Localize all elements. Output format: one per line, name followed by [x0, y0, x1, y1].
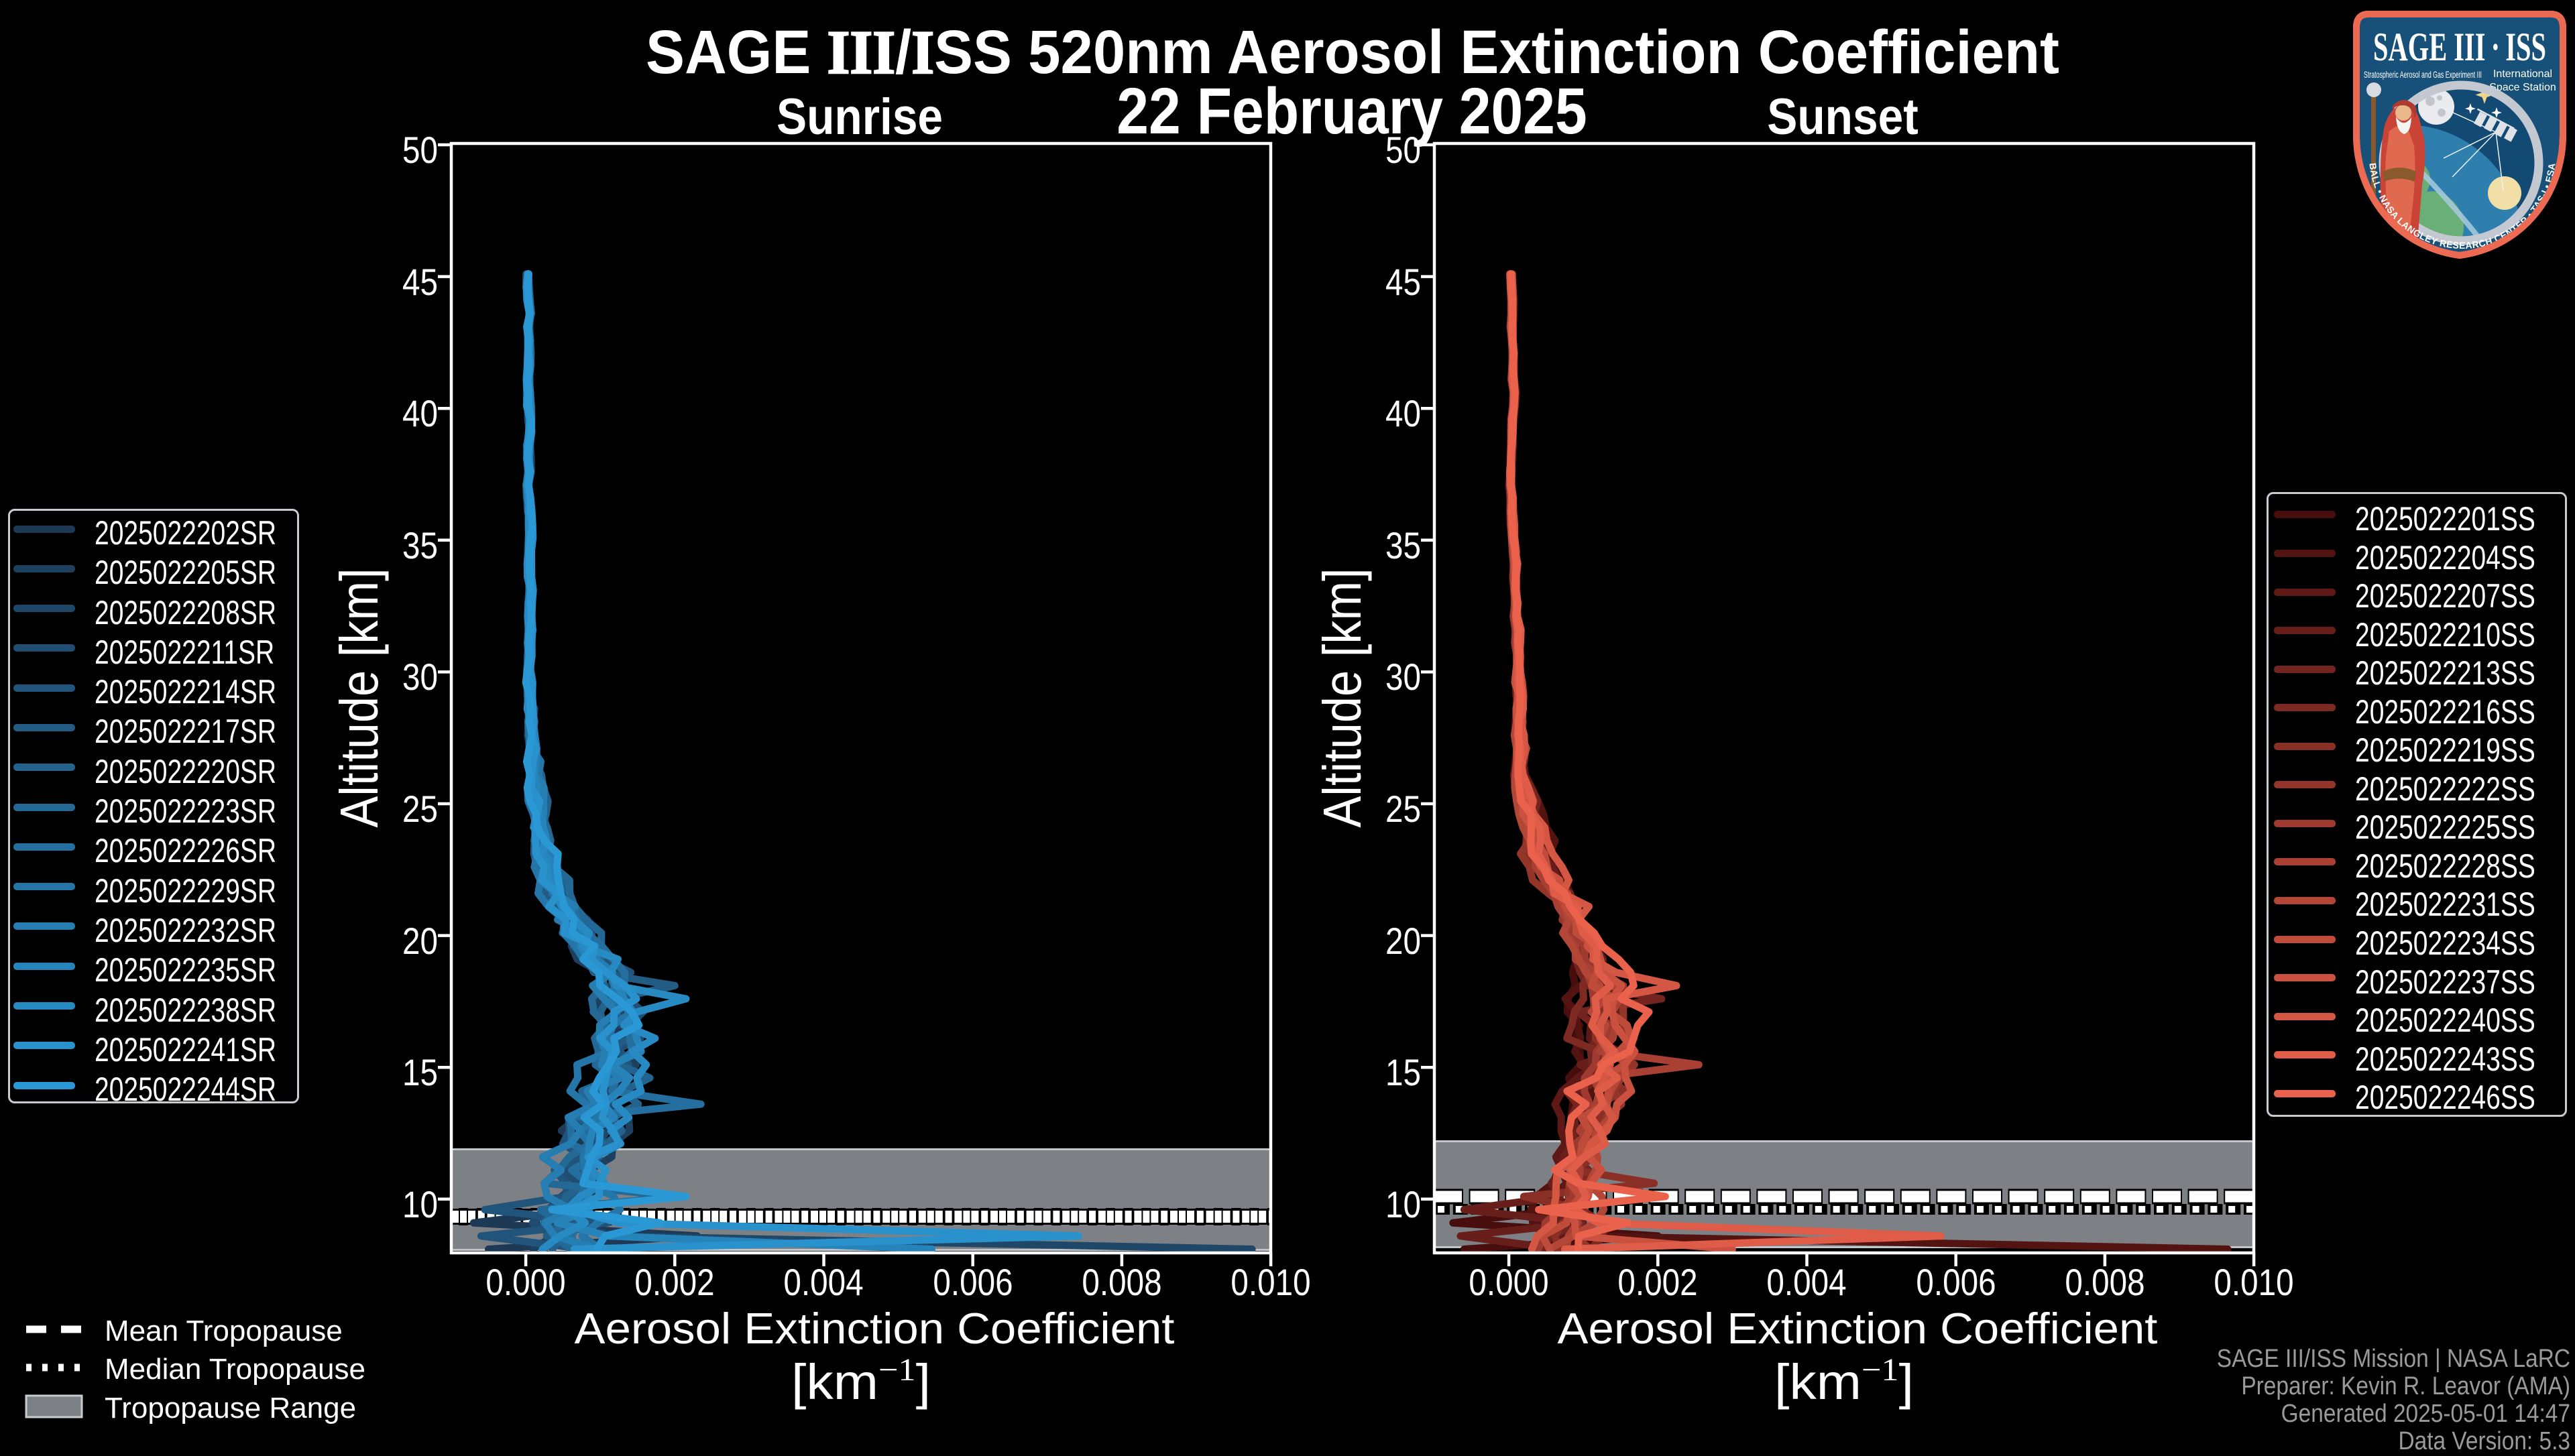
svg-text:Stratospheric Aerosol and Gas: Stratospheric Aerosol and Gas Experiment…	[2364, 69, 2482, 80]
svg-text:Space Station: Space Station	[2489, 82, 2556, 93]
svg-text:International: International	[2493, 68, 2552, 80]
svg-text:SAGE III · ISS: SAGE III · ISS	[2373, 25, 2546, 69]
